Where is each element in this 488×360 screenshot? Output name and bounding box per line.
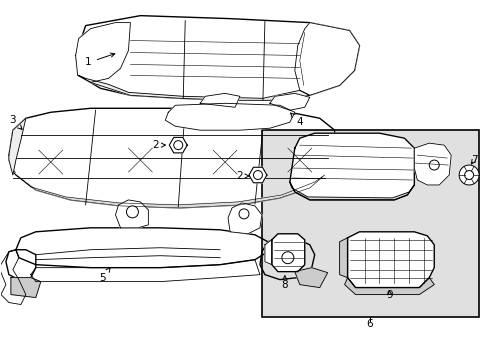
Polygon shape — [0, 250, 26, 305]
Polygon shape — [76, 15, 359, 100]
Polygon shape — [347, 232, 433, 288]
Text: 2: 2 — [236, 171, 249, 181]
Circle shape — [281, 252, 293, 264]
Text: 4: 4 — [290, 113, 303, 127]
Circle shape — [253, 171, 262, 180]
Text: 2: 2 — [152, 140, 165, 150]
Polygon shape — [269, 93, 309, 110]
Polygon shape — [16, 228, 267, 268]
Circle shape — [464, 171, 473, 180]
Text: 5: 5 — [99, 267, 110, 283]
Polygon shape — [14, 173, 324, 208]
Polygon shape — [200, 93, 240, 107]
Polygon shape — [115, 200, 148, 228]
Polygon shape — [6, 250, 36, 280]
Text: 7: 7 — [470, 155, 476, 165]
Polygon shape — [294, 23, 359, 95]
Polygon shape — [264, 240, 271, 265]
Polygon shape — [79, 75, 309, 100]
Circle shape — [126, 206, 138, 218]
Polygon shape — [271, 234, 304, 272]
Text: 1: 1 — [85, 53, 115, 67]
Polygon shape — [248, 167, 266, 183]
Circle shape — [458, 165, 478, 185]
Polygon shape — [9, 108, 334, 208]
Polygon shape — [344, 278, 433, 294]
Polygon shape — [169, 138, 187, 153]
Polygon shape — [413, 143, 450, 185]
Polygon shape — [260, 238, 314, 280]
Polygon shape — [339, 238, 347, 278]
Polygon shape — [31, 260, 260, 282]
Polygon shape — [76, 23, 130, 82]
Text: 8: 8 — [281, 276, 287, 289]
Polygon shape — [289, 133, 413, 200]
Text: 9: 9 — [386, 289, 392, 300]
Polygon shape — [227, 203, 262, 234]
Circle shape — [173, 141, 183, 150]
Polygon shape — [165, 103, 294, 130]
Text: 3: 3 — [10, 115, 22, 130]
Text: 6: 6 — [366, 319, 372, 329]
Bar — [262, 130, 478, 318]
Polygon shape — [11, 278, 41, 298]
Polygon shape — [9, 118, 26, 175]
Circle shape — [428, 160, 438, 170]
Circle shape — [239, 209, 248, 219]
Polygon shape — [294, 268, 327, 288]
Polygon shape — [289, 182, 413, 200]
